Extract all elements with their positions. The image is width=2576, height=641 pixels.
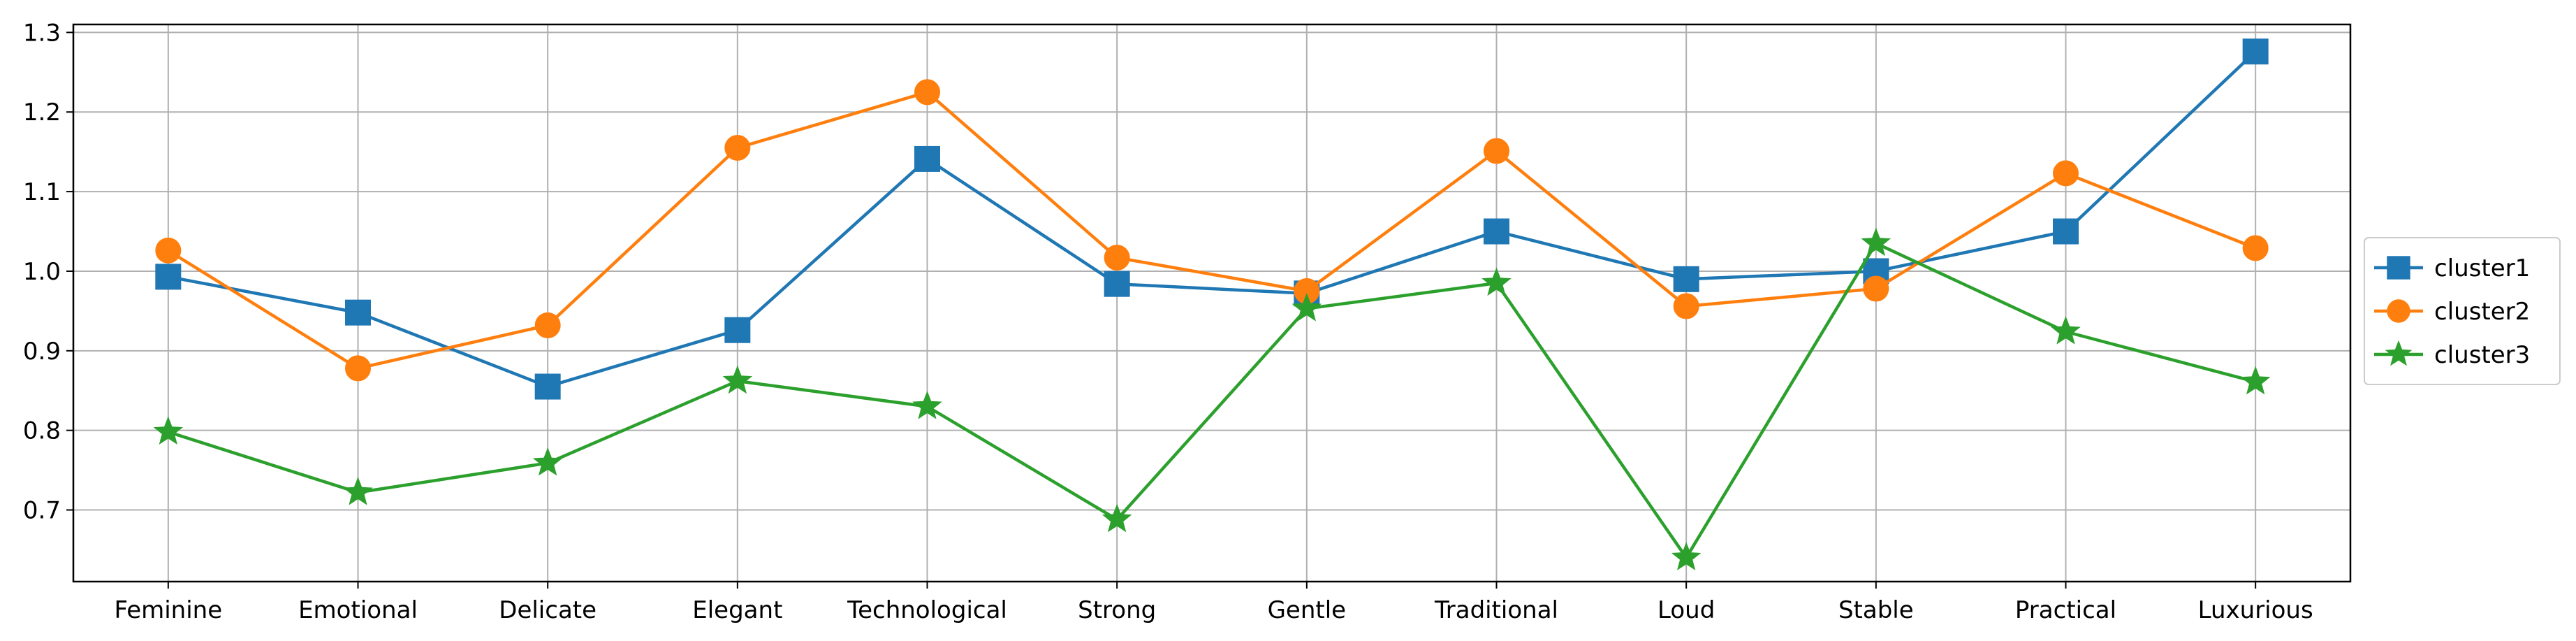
x-tick-label: Strong [1078,596,1156,624]
x-tick-label: Stable [1838,596,1914,624]
x-tick-label: Feminine [115,596,223,624]
data-point-square [914,145,940,172]
series-line [168,50,2257,389]
x-axis-ticks: Feminine Emotional Delicate Elegant Technolo… [115,582,2313,624]
y-tick-label: 1.3 [23,19,61,47]
legend-label: cluster1 [2434,254,2530,282]
data-point-circle [2053,160,2079,187]
y-tick-label: 0.7 [23,497,61,525]
data-point-square [534,373,561,400]
data-point-square [155,264,182,290]
x-tick-label: Elegant [692,596,782,624]
x-tick-label: Technological [847,596,1007,624]
data-point-star [343,477,373,505]
data-point-star [1481,267,1512,296]
data-point-circle [2242,235,2269,261]
legend: cluster1 cluster2 cluster3 [2364,237,2561,385]
series-cluster2 [155,79,2269,382]
data-point-square [2242,38,2269,65]
data-point-circle [1484,138,1509,164]
data-point-star [912,391,942,419]
data-point-square [345,299,371,326]
legend-marker-star [2385,340,2413,366]
data-point-circle [1863,275,1889,302]
x-tick-label: Delicate [499,596,597,624]
legend-entry: cluster3 [2374,340,2530,369]
data-point-star [1671,542,1702,570]
data-point-circle [914,79,940,106]
legend-label: cluster3 [2434,341,2530,369]
x-tick-label: Loud [1657,596,1715,624]
data-point-square [1484,218,1509,245]
data-point-circle [345,355,371,382]
data-point-square [2053,218,2079,245]
y-tick-label: 1.1 [23,178,61,206]
data-point-star [153,416,184,445]
data-point-square [724,317,751,343]
y-tick-label: 1.0 [23,258,61,286]
data-point-circle [155,237,182,264]
data-point-star [722,365,753,394]
x-tick-label: Emotional [298,596,418,624]
data-point-star [1102,503,1132,533]
plot-frame [72,23,2352,583]
data-point-star [2240,366,2271,395]
y-tick-label: 0.9 [23,338,61,366]
series-line [168,241,2256,560]
series-layer [153,38,2271,570]
data-point-circle [724,134,751,161]
data-point-star [1861,227,1891,257]
series-line [167,90,2257,370]
data-point-circle [1104,245,1130,271]
legend-marker-square [2387,256,2410,280]
data-point-star [1291,293,1322,322]
legend-entry: cluster2 [2374,298,2530,326]
legend-label: cluster2 [2434,298,2530,326]
data-point-square [1673,266,1699,292]
y-axis-ticks: 0.7 0.8 0.9 1.0 1.1 1.2 1.3 [23,19,73,525]
data-point-square [1104,271,1130,297]
x-tick-label: Practical [2015,596,2116,624]
series-cluster1 [155,38,2269,400]
y-tick-label: 1.2 [23,99,61,127]
legend-entry: cluster1 [2374,254,2530,282]
data-point-circle [534,312,561,338]
x-tick-label: Traditional [1434,596,1558,624]
x-tick-label: Gentle [1268,596,1347,624]
y-tick-label: 0.8 [23,417,61,445]
data-point-star [532,447,563,476]
data-point-circle [1673,293,1699,319]
data-point-star [2051,316,2081,345]
x-tick-label: Luxurious [2198,596,2313,624]
grid-lines [73,24,2350,582]
legend-box [2364,237,2561,385]
legend-marker-circle [2387,299,2410,323]
series-cluster3 [153,227,2271,570]
